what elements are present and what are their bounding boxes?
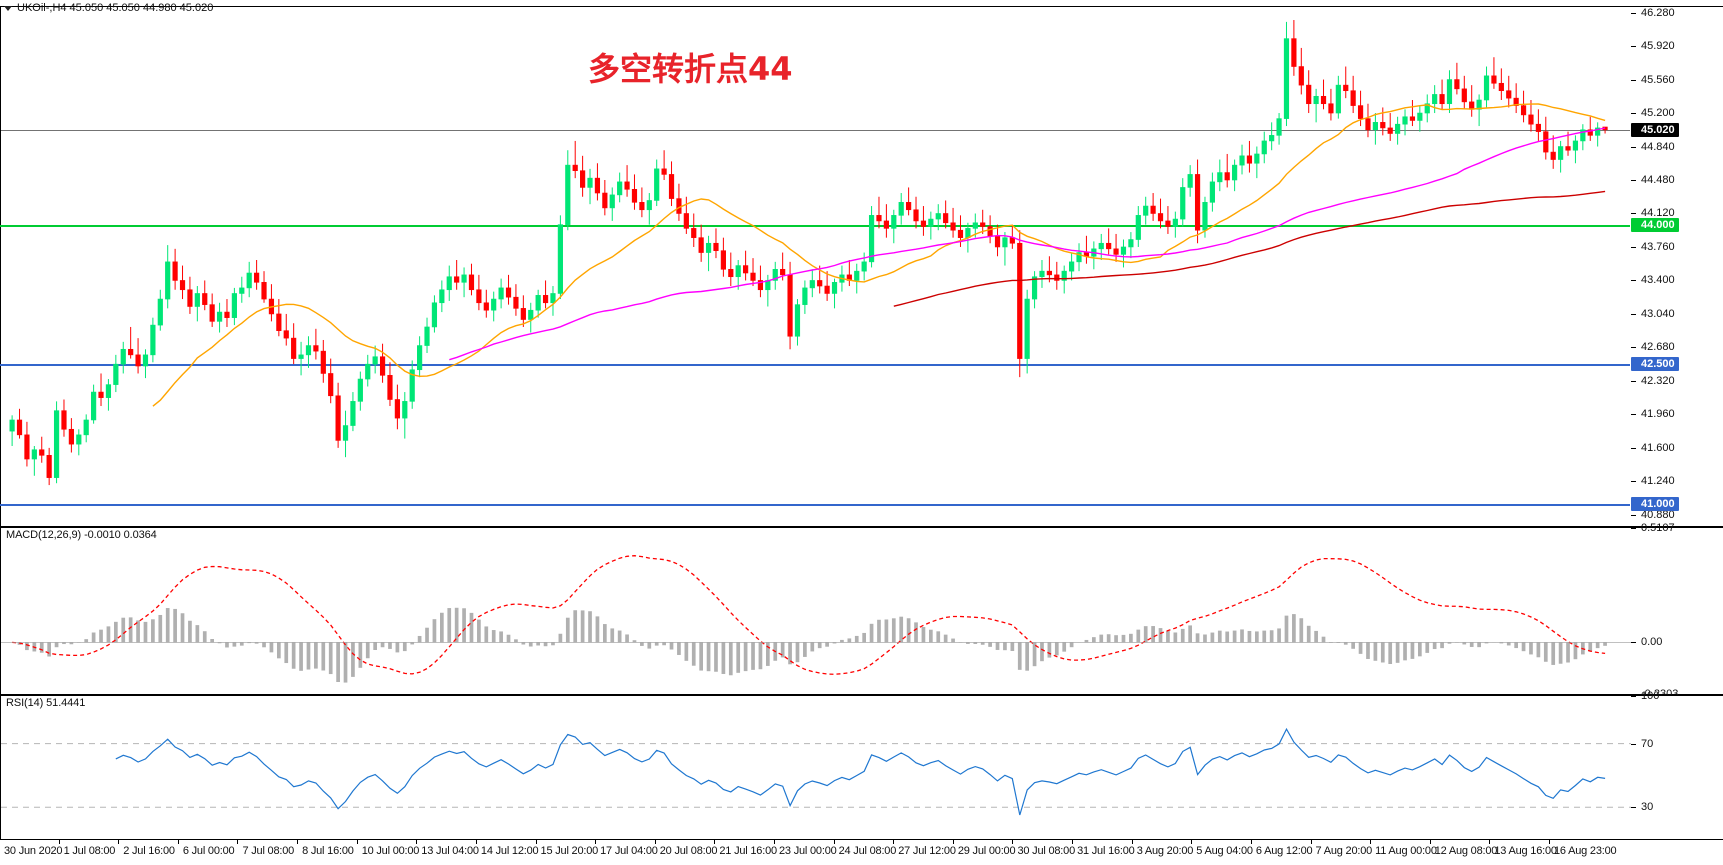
price-tick: 41.960: [1631, 408, 1675, 420]
price-tick: 45.560: [1631, 74, 1675, 86]
time-tick: 6 Jul 00:00: [177, 840, 235, 857]
chart-annotation-text: 多空转折点44: [588, 50, 793, 88]
time-tick: 24 Jul 08:00: [833, 840, 897, 857]
time-tick: 8 Jul 16:00: [297, 840, 354, 857]
time-tick: 29 Jul 00:00: [952, 840, 1016, 857]
time-tick: 15 Jul 20:00: [535, 840, 599, 857]
price-tick: 44.840: [1631, 141, 1675, 153]
time-axis: 30 Jun 2020 1 Jul 08:00 2 Jul 16:00 6 Jul 0…: [0, 840, 1723, 865]
price-tick: 40.880: [1631, 509, 1675, 521]
triangle-down-icon[interactable]: [4, 5, 12, 11]
rsi-tick: 30: [1631, 801, 1653, 813]
macd-tick: 0.00: [1631, 636, 1662, 648]
time-tick: 13 Jul 04:00: [416, 840, 479, 857]
support-level-42-5-line: [0, 364, 1630, 367]
time-tick: 7 Aug 20:00: [1310, 840, 1373, 857]
ma-mid-line: [449, 127, 1606, 361]
time-tick: 23 Jul 00:00: [774, 840, 837, 857]
time-tick: 20 Jul 08:00: [654, 840, 718, 857]
macd-plot: [1, 555, 1631, 683]
time-tick: 31 Jul 16:00: [1072, 840, 1135, 857]
time-tick: 16 Aug 23:00: [1548, 840, 1617, 857]
macd-indicator-panel[interactable]: 0.5107 0.00 -0.2303: [0, 522, 1723, 700]
rsi-axis: 100 70 30: [1631, 690, 1723, 839]
time-tick: 21 Jul 16:00: [714, 840, 777, 857]
support-level-41-label[interactable]: 41.000: [1631, 496, 1679, 511]
support-level-44-line: [0, 224, 1630, 227]
time-tick: 13 Aug 16:00: [1489, 840, 1557, 857]
time-tick: 27 Jul 12:00: [893, 840, 956, 857]
price-tick: 43.400: [1631, 274, 1675, 286]
price-tick: 41.600: [1631, 442, 1675, 454]
macd-histogram: [17, 607, 1607, 683]
support-level-41-line: [0, 503, 1630, 506]
chart-header: UKOil-,H4 45.050 45.050 44.980 45.020: [0, 0, 213, 16]
support-level-42-5-label[interactable]: 42.500: [1631, 357, 1679, 372]
time-tick: 17 Jul 04:00: [595, 840, 658, 857]
rsi-plot: [1, 727, 1631, 816]
price-tick: 44.480: [1631, 174, 1675, 186]
support-level-44-label[interactable]: 44.000: [1631, 217, 1679, 232]
time-tick: 11 Aug 00:00: [1370, 840, 1437, 857]
price-tick: 43.760: [1631, 241, 1675, 253]
price-tick: 45.200: [1631, 107, 1675, 119]
time-tick: 3 Aug 20:00: [1131, 840, 1194, 857]
current-price-level-label[interactable]: 45.020: [1631, 122, 1679, 137]
rsi-tick: 70: [1631, 738, 1653, 750]
rsi-line: [115, 727, 1606, 816]
time-tick: 7 Jul 08:00: [237, 840, 295, 857]
macd-tick: 0.5107: [1631, 522, 1675, 534]
rsi-label: RSI(14) 51.4441: [6, 697, 86, 709]
time-tick: 1 Jul 08:00: [58, 840, 116, 857]
ma-fast-line: [152, 103, 1606, 407]
price-tick: 44.120: [1631, 207, 1675, 219]
time-tick: 10 Jul 00:00: [356, 840, 420, 857]
macd-signal-line: [12, 555, 1606, 675]
price-tick: 43.040: [1631, 308, 1675, 320]
price-tick: 41.240: [1631, 475, 1675, 487]
price-plot: [9, 20, 1608, 486]
price-tick: 42.680: [1631, 341, 1675, 353]
time-tick: 2 Jul 16:00: [118, 840, 175, 857]
price-tick: 45.920: [1631, 40, 1675, 52]
price-axis: 46.280 45.920 45.560 45.200 44.840 44.480 44.1…: [1631, 7, 1723, 526]
time-tick: 30 Jul 08:00: [1012, 840, 1075, 857]
time-tick: 6 Aug 12:00: [1250, 840, 1313, 857]
price-chart-panel[interactable]: 46.280 45.920 45.560 45.200 44.840 44.480 44.1…: [0, 6, 1723, 527]
candlestick-series: [9, 20, 1608, 486]
time-tick: 14 Jul 12:00: [475, 840, 539, 857]
macd-label: MACD(12,26,9) -0.0010 0.0364: [6, 529, 157, 541]
rsi-indicator-panel[interactable]: 100 70 30: [0, 690, 1723, 840]
rsi-tick: 100: [1631, 690, 1659, 702]
macd-axis: 0.5107 0.00 -0.2303: [1631, 522, 1723, 700]
time-tick: 12 Aug 08:00: [1429, 840, 1498, 857]
time-tick: 5 Aug 04:00: [1191, 840, 1253, 857]
time-tick: 30 Jun 2020: [4, 845, 63, 857]
price-tick: 42.320: [1631, 375, 1675, 387]
symbol-ohlc-label: UKOil-,H4 45.050 45.050 44.980 45.020: [17, 2, 214, 14]
current-price-level-line: [0, 129, 1630, 131]
price-tick: 46.280: [1631, 7, 1675, 19]
ma-slow-line: [893, 190, 1606, 307]
